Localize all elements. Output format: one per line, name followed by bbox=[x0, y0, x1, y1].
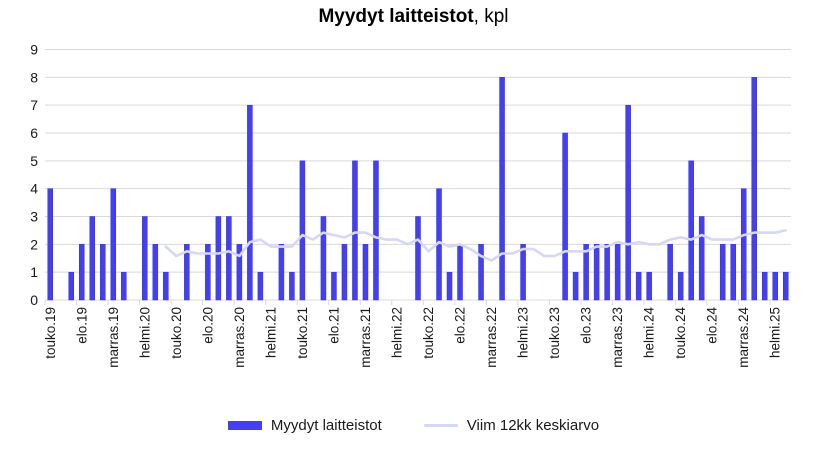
x-axis-label: touko.19 bbox=[43, 307, 58, 359]
bar-joulu.23 bbox=[625, 104, 631, 301]
bar-elo.20 bbox=[205, 244, 211, 301]
x-axis-label: helmi.25 bbox=[768, 307, 783, 358]
bar-heinä.24 bbox=[698, 216, 705, 301]
bar-maalis.21 bbox=[278, 244, 285, 301]
bar-marras.19 bbox=[110, 188, 117, 301]
bar-kesä.23 bbox=[562, 132, 568, 301]
x-axis-label: marras.24 bbox=[736, 307, 751, 368]
y-axis-label: 6 bbox=[30, 125, 38, 141]
x-axis-label: touko.23 bbox=[547, 307, 562, 359]
bar-maalis.25 bbox=[782, 271, 789, 301]
legend-bar-label: Myydyt laitteistot bbox=[270, 417, 382, 434]
x-axis-label: helmi.20 bbox=[137, 307, 152, 358]
bar-touko.19 bbox=[47, 188, 54, 301]
bar-joulu.20 bbox=[247, 104, 253, 301]
chart-title-suffix: , kpl bbox=[473, 6, 509, 27]
x-axis-label: touko.24 bbox=[673, 307, 688, 359]
y-axis-label: 0 bbox=[30, 292, 38, 308]
bar-touko.24 bbox=[677, 271, 684, 301]
x-axis-label: touko.20 bbox=[169, 307, 184, 359]
bar-elo.22 bbox=[457, 244, 463, 301]
moving-average-line bbox=[164, 229, 788, 262]
bar-heinä.23 bbox=[572, 271, 579, 301]
bar-marras.20 bbox=[236, 244, 243, 301]
bar-loka.24 bbox=[730, 244, 736, 301]
bar-tammi.21 bbox=[257, 271, 264, 301]
bar-loka.23 bbox=[604, 244, 610, 301]
bar-maalis.20 bbox=[152, 244, 159, 301]
x-axis-label: helmi.22 bbox=[389, 307, 404, 358]
legend-item-bars: Myydyt laitteistot bbox=[227, 417, 382, 434]
bar-marras.24 bbox=[740, 188, 747, 301]
chart-title: Myydyt laitteistot, kpl bbox=[0, 6, 827, 28]
legend-line-swatch-icon bbox=[423, 424, 458, 427]
bar-heinä.19 bbox=[68, 271, 75, 301]
x-axis-label: helmi.23 bbox=[516, 307, 531, 358]
x-axis-label: elo.23 bbox=[579, 307, 594, 344]
bar-syys.23 bbox=[593, 244, 600, 301]
x-axis-label: elo.24 bbox=[705, 307, 720, 344]
y-axis-label: 5 bbox=[30, 153, 38, 169]
bar-helmi.25 bbox=[772, 271, 778, 301]
x-axis-label: marras.23 bbox=[610, 307, 625, 368]
bar-touko.21 bbox=[299, 160, 306, 301]
x-axis-label: helmi.24 bbox=[642, 307, 657, 359]
plot-area: 0 1 2 3 4 5 6 7 8 9 touko.19 elo.19 marras.19 helmi.2… bbox=[30, 42, 791, 368]
bar-huhti.20 bbox=[163, 271, 169, 301]
bar-syys.20 bbox=[215, 216, 222, 301]
bar-joulu.24 bbox=[751, 77, 757, 301]
y-axis-label: 2 bbox=[30, 236, 38, 252]
bar-syys.24 bbox=[719, 244, 726, 301]
bar-joulu.22 bbox=[499, 77, 505, 301]
y-axis-label: 4 bbox=[30, 181, 38, 197]
y-axis-label: 9 bbox=[30, 42, 38, 58]
bar-syys.19 bbox=[89, 216, 96, 301]
bar-loka.21 bbox=[352, 160, 358, 301]
y-axis-label: 3 bbox=[30, 209, 38, 225]
y-axis-label: 1 bbox=[30, 264, 38, 280]
bar-helmi.20 bbox=[142, 216, 148, 301]
bar-joulu.21 bbox=[373, 160, 379, 301]
bar-huhti.21 bbox=[289, 271, 295, 301]
x-axis-label: touko.22 bbox=[421, 307, 436, 359]
y-axis-label: 8 bbox=[30, 69, 38, 85]
legend: Myydyt laitteistot Viim 12kk keskiarvo bbox=[0, 417, 827, 434]
bar-elo.19 bbox=[79, 244, 85, 301]
x-axis-label: marras.21 bbox=[358, 307, 373, 368]
bar-helmi.23 bbox=[520, 244, 526, 301]
bar-tammi.24 bbox=[635, 271, 642, 301]
legend-bar-swatch-icon bbox=[227, 421, 262, 430]
bar-marras.21 bbox=[362, 244, 369, 301]
bar-heinä.21 bbox=[320, 216, 327, 301]
legend-item-line: Viim 12kk keskiarvo bbox=[423, 417, 600, 434]
chart-title-main: Myydyt laitteistot bbox=[318, 6, 474, 27]
bar-kesä.20 bbox=[184, 244, 190, 301]
bar-helmi.24 bbox=[646, 271, 652, 301]
x-axis-label: marras.22 bbox=[484, 307, 499, 368]
x-axis-label: elo.21 bbox=[326, 307, 341, 344]
bar-elo.23 bbox=[583, 244, 589, 301]
bar-elo.21 bbox=[331, 271, 337, 301]
x-axis-label: elo.22 bbox=[453, 307, 468, 344]
x-axis-label: marras.19 bbox=[106, 307, 121, 368]
bar-loka.19 bbox=[100, 244, 106, 301]
bar-syys.21 bbox=[341, 244, 348, 301]
bar-huhti.22 bbox=[415, 216, 421, 301]
bar-heinä.22 bbox=[446, 271, 453, 301]
y-axis-label: 7 bbox=[30, 97, 38, 113]
x-axis-label: touko.21 bbox=[295, 307, 310, 359]
bar-kesä.24 bbox=[688, 160, 694, 301]
legend-line-label: Viim 12kk keskiarvo bbox=[466, 417, 600, 434]
x-axis-label: elo.19 bbox=[74, 307, 89, 344]
x-axis-label: marras.20 bbox=[232, 307, 247, 368]
bar-loka.20 bbox=[226, 216, 232, 301]
bar-marras.23 bbox=[614, 244, 621, 301]
bar-loka.22 bbox=[478, 244, 484, 301]
bar-tammi.25 bbox=[761, 271, 768, 301]
x-axis-label: elo.20 bbox=[200, 307, 215, 344]
x-axis-label: helmi.21 bbox=[263, 307, 278, 358]
bar-joulu.19 bbox=[121, 271, 127, 301]
bar-huhti.24 bbox=[667, 244, 673, 301]
